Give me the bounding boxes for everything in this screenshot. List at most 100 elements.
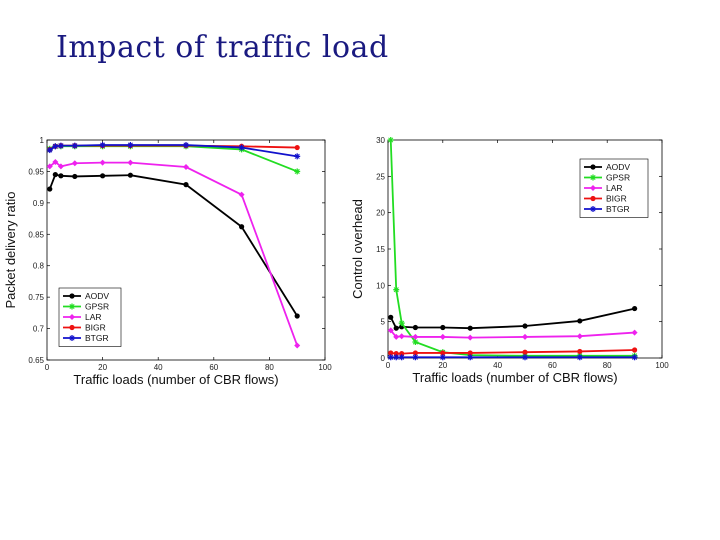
pdr-legend-item: BIGR — [63, 323, 106, 333]
pdr-series-aodv — [47, 171, 300, 319]
overhead-point-bigr — [440, 350, 446, 356]
overhead-point-bigr — [467, 350, 473, 356]
overhead-point-lar — [393, 333, 400, 340]
pdr-y-tick-label: 0.95 — [28, 167, 44, 176]
overhead-point-aodv — [412, 324, 418, 331]
overhead-y-tick-label: 25 — [376, 172, 385, 181]
pdr-series-btgr — [46, 142, 301, 160]
pdr-point-aodv — [100, 173, 106, 179]
pdr-point-btgr-d2 — [239, 144, 245, 151]
pdr-x-tick-label: 0 — [45, 363, 50, 372]
overhead-point-btgr-d2 — [393, 354, 399, 360]
overhead-y-tick-label: 10 — [376, 281, 385, 290]
pdr-legend-marker — [69, 324, 75, 331]
overhead-point-btgr-d2 — [467, 354, 473, 360]
overhead-legend-marker — [590, 164, 596, 170]
pdr-point-btgr — [127, 142, 134, 149]
pdr-y-axis-label: Packet delivery ratio — [3, 191, 18, 308]
overhead-series-btgr — [387, 354, 638, 361]
overhead-point-lar — [631, 329, 638, 336]
overhead-point-bigr — [393, 351, 399, 357]
pdr-point-btgr — [238, 144, 245, 151]
pdr-point-btgr-d2 — [100, 142, 106, 148]
overhead-point-bigr — [522, 349, 528, 355]
control-overhead-chart: 0 20 40 60 80 100 0 5 10 15 20 25 30 Traffic loads (n… — [348, 120, 678, 395]
overhead-point-btgr-d2 — [412, 354, 418, 360]
overhead-y-tick-label: 20 — [376, 209, 385, 218]
overhead-point-bigr — [388, 350, 394, 356]
pdr-y-tick-label: 0.75 — [28, 293, 44, 302]
overhead-legend-marker — [590, 195, 596, 202]
pdr-y-tick-label: 0.9 — [33, 199, 45, 208]
pdr-legend-item: GPSR — [63, 302, 109, 312]
overhead-point-bigr — [577, 348, 583, 355]
overhead-point-btgr-d2 — [632, 354, 638, 360]
pdr-y-tick-label: 0.8 — [33, 262, 45, 271]
pdr-x-tick-label: 100 — [318, 363, 332, 372]
overhead-point-btgr-d2 — [522, 354, 528, 360]
overhead-series-lar — [387, 327, 638, 341]
overhead-point-btgr — [576, 354, 583, 361]
overhead-point-aodv — [440, 324, 446, 331]
overhead-legend-label: GPSR — [606, 173, 630, 183]
overhead-legend-item: GPSR — [584, 173, 630, 183]
pdr-point-lar — [71, 160, 78, 167]
pdr-legend-marker-d2 — [69, 335, 75, 341]
pdr-x-tick-label: 40 — [154, 363, 163, 372]
overhead-point-gpsr-d2 — [412, 339, 418, 345]
pdr-point-aodv — [72, 173, 78, 180]
pdr-x-tick-label: 20 — [98, 363, 107, 372]
pdr-legend-item: AODV — [63, 291, 109, 301]
overhead-point-btgr-d2 — [388, 354, 394, 360]
overhead-series-aodv — [388, 305, 638, 331]
control-overhead-chart-svg: 0 20 40 60 80 100 0 5 10 15 20 25 30 Traffic loads (n… — [350, 136, 669, 385]
pdr-point-btgr — [52, 143, 59, 150]
overhead-point-aodv — [577, 318, 583, 324]
pdr-x-axis-label: Traffic loads (number of CBR flows) — [73, 372, 278, 387]
pdr-legend-label: BTGR — [85, 333, 109, 343]
overhead-x-tick-label: 80 — [603, 361, 612, 370]
pdr-point-btgr-d2 — [127, 142, 133, 148]
overhead-series-bigr — [388, 347, 638, 357]
overhead-point-btgr — [412, 354, 419, 361]
pdr-y-tick-label: 1 — [40, 136, 45, 145]
overhead-legend-label: LAR — [606, 183, 623, 193]
pdr-point-lar — [46, 163, 53, 170]
overhead-legend-item: LAR — [584, 183, 623, 193]
overhead-point-btgr — [467, 354, 474, 361]
overhead-point-aodv — [522, 323, 528, 329]
pdr-point-btgr-d2 — [294, 153, 300, 159]
overhead-point-gpsr-d2 — [399, 320, 405, 326]
overhead-point-aodv — [388, 314, 394, 320]
pdr-point-btgr — [71, 142, 78, 149]
overhead-y-tick-label: 5 — [381, 318, 386, 327]
overhead-x-axis-label: Traffic loads (number of CBR flows) — [412, 370, 617, 385]
pdr-legend-item: BTGR — [63, 333, 109, 343]
pdr-point-aodv — [47, 186, 53, 192]
overhead-legend-label: BTGR — [606, 204, 630, 214]
pdr-legend-label: GPSR — [85, 302, 109, 312]
pdr-point-aodv — [239, 224, 245, 230]
overhead-x-tick-label: 20 — [438, 361, 447, 370]
pdr-point-lar — [127, 159, 134, 166]
pdr-point-aodv — [52, 171, 58, 178]
overhead-point-bigr — [399, 351, 405, 357]
pdr-point-lar — [238, 191, 245, 198]
pdr-point-btgr-d2 — [47, 147, 53, 153]
pdr-point-gpsr — [294, 168, 301, 175]
pdr-point-btgr-d2 — [58, 143, 64, 149]
pdr-y-tick-label: 0.85 — [28, 230, 44, 239]
overhead-point-lar — [439, 333, 446, 340]
overhead-point-lar — [467, 334, 474, 341]
overhead-legend-item: BIGR — [584, 194, 627, 204]
overhead-x-tick-label: 60 — [548, 361, 557, 370]
overhead-x-tick-label: 40 — [493, 361, 502, 370]
pdr-legend-label: BIGR — [85, 323, 106, 333]
overhead-legend-label: BIGR — [606, 194, 627, 204]
pdr-y-tick-label: 0.65 — [28, 356, 44, 365]
pdr-point-lar — [99, 159, 106, 166]
overhead-y-axis-label: Control overhead — [350, 199, 365, 299]
pdr-legend-marker — [69, 314, 75, 320]
overhead-point-lar — [412, 333, 419, 340]
overhead-legend-item: AODV — [584, 162, 630, 172]
